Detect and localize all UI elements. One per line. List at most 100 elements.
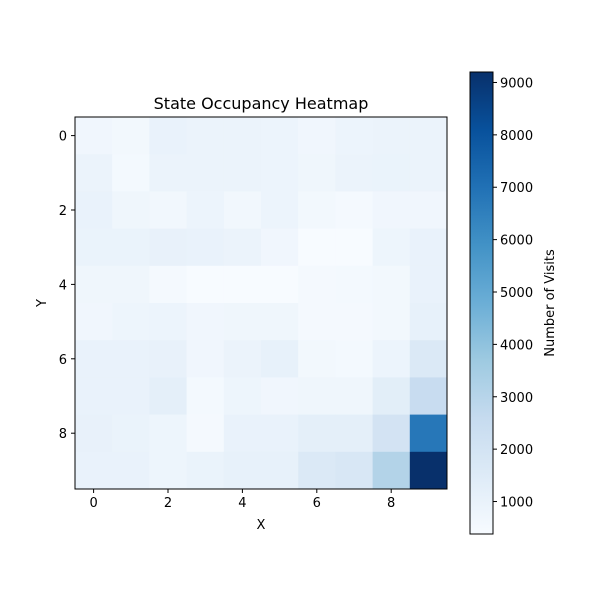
y-tick-label: 4 <box>59 278 67 293</box>
heatmap-cell <box>372 340 411 378</box>
colorbar-tick-label: 7000 <box>500 181 533 196</box>
heatmap-cell <box>409 265 448 304</box>
colorbar-tick-label: 4000 <box>500 338 533 353</box>
heatmap-cell <box>409 303 448 341</box>
colorbar-tick-label: 6000 <box>500 234 533 249</box>
heatmap-cell <box>112 191 150 230</box>
x-tick-label: 2 <box>164 496 172 511</box>
heatmap-cell <box>149 414 188 453</box>
x-tick-label: 8 <box>387 496 395 511</box>
heatmap-cell <box>186 265 225 304</box>
heatmap-cell <box>75 154 113 192</box>
heatmap-cell <box>186 451 225 490</box>
x-tick-label: 0 <box>89 496 97 511</box>
heatmap-cell <box>409 451 448 490</box>
x-tick-label: 6 <box>313 496 321 511</box>
heatmap-cell <box>149 451 188 490</box>
heatmap-cell <box>186 377 225 416</box>
heatmap-cell <box>261 117 299 155</box>
heatmap-cell <box>112 414 150 453</box>
x-tick-label: 4 <box>238 496 246 511</box>
heatmap-cell <box>261 451 299 490</box>
heatmap-cell <box>149 191 188 230</box>
heatmap-cell <box>298 451 336 490</box>
heatmap-cell <box>335 191 374 230</box>
heatmap-cell <box>298 377 336 416</box>
heatmap-cell <box>112 340 150 378</box>
heatmap-cell <box>75 117 113 155</box>
heatmap-cell <box>372 154 411 192</box>
heatmap-cell <box>372 117 411 155</box>
heatmap-cell <box>112 154 150 192</box>
heatmap-cell <box>335 451 374 490</box>
heatmap-cell <box>335 303 374 341</box>
heatmap-cell <box>186 303 225 341</box>
colorbar-tick-label: 5000 <box>500 286 533 301</box>
heatmap-cell <box>223 191 262 230</box>
heatmap-cell <box>409 340 448 378</box>
heatmap-cell <box>112 303 150 341</box>
heatmap-cell <box>372 451 411 490</box>
heatmap-cell <box>372 414 411 453</box>
heatmap-cell <box>75 228 113 267</box>
heatmap-cell <box>223 265 262 304</box>
heatmap-cell <box>186 228 225 267</box>
heatmap-cell <box>149 228 188 267</box>
heatmap-cell <box>335 340 374 378</box>
chart-title: State Occupancy Heatmap <box>154 94 369 113</box>
heatmap-cell <box>186 191 225 230</box>
heatmap-cell <box>186 117 225 155</box>
heatmap-cell <box>409 117 448 155</box>
heatmap-cell <box>261 340 299 378</box>
heatmap-cell <box>335 377 374 416</box>
heatmap-cell <box>409 228 448 267</box>
heatmap-cell <box>298 117 336 155</box>
heatmap-cell <box>409 191 448 230</box>
colorbar-ticks: 1000 2000 3000 4000 5000 6000 7000 8000 9000 <box>493 76 533 511</box>
y-axis-ticks: 0 2 4 6 8 <box>59 130 75 442</box>
x-axis-ticks: 0 2 4 6 8 <box>89 489 395 511</box>
heatmap-cell <box>298 228 336 267</box>
y-axis-label: Y <box>35 299 50 308</box>
heatmap-cell <box>112 451 150 490</box>
heatmap-cell <box>149 303 188 341</box>
heatmap-cell <box>335 117 374 155</box>
heatmap-cell <box>298 154 336 192</box>
x-axis-label: X <box>257 518 266 533</box>
heatmap-cell <box>372 191 411 230</box>
y-tick-label: 2 <box>59 204 67 219</box>
colorbar-tick-label: 2000 <box>500 443 533 458</box>
heatmap-cell <box>223 451 262 490</box>
heatmap-cell <box>261 303 299 341</box>
heatmap-cell <box>149 117 188 155</box>
colorbar-tick-label: 1000 <box>500 496 533 511</box>
heatmap-cell <box>409 154 448 192</box>
heatmap-cell <box>186 154 225 192</box>
heatmap-cell <box>112 228 150 267</box>
heatmap-cell <box>223 377 262 416</box>
heatmap-cell <box>409 377 448 416</box>
heatmap-cell <box>372 303 411 341</box>
colorbar-tick-label: 9000 <box>500 76 533 91</box>
heatmap-cell <box>186 340 225 378</box>
heatmap-cell <box>112 265 150 304</box>
heatmap-cell <box>335 228 374 267</box>
heatmap-cells <box>75 117 448 490</box>
heatmap-cell <box>186 414 225 453</box>
heatmap-cell <box>261 228 299 267</box>
y-tick-label: 0 <box>59 130 67 145</box>
heatmap-cell <box>75 265 113 304</box>
heatmap-cell <box>372 377 411 416</box>
colorbar-label: Number of Visits <box>543 249 558 357</box>
colorbar <box>469 71 494 535</box>
heatmap-cell <box>223 414 262 453</box>
plot-frame <box>74 116 448 490</box>
heatmap-cell <box>75 303 113 341</box>
heatmap-cell <box>223 228 262 267</box>
heatmap-cell <box>335 265 374 304</box>
heatmap-cell <box>372 228 411 267</box>
heatmap-cell <box>298 265 336 304</box>
heatmap-cell <box>75 340 113 378</box>
heatmap-cell <box>223 117 262 155</box>
